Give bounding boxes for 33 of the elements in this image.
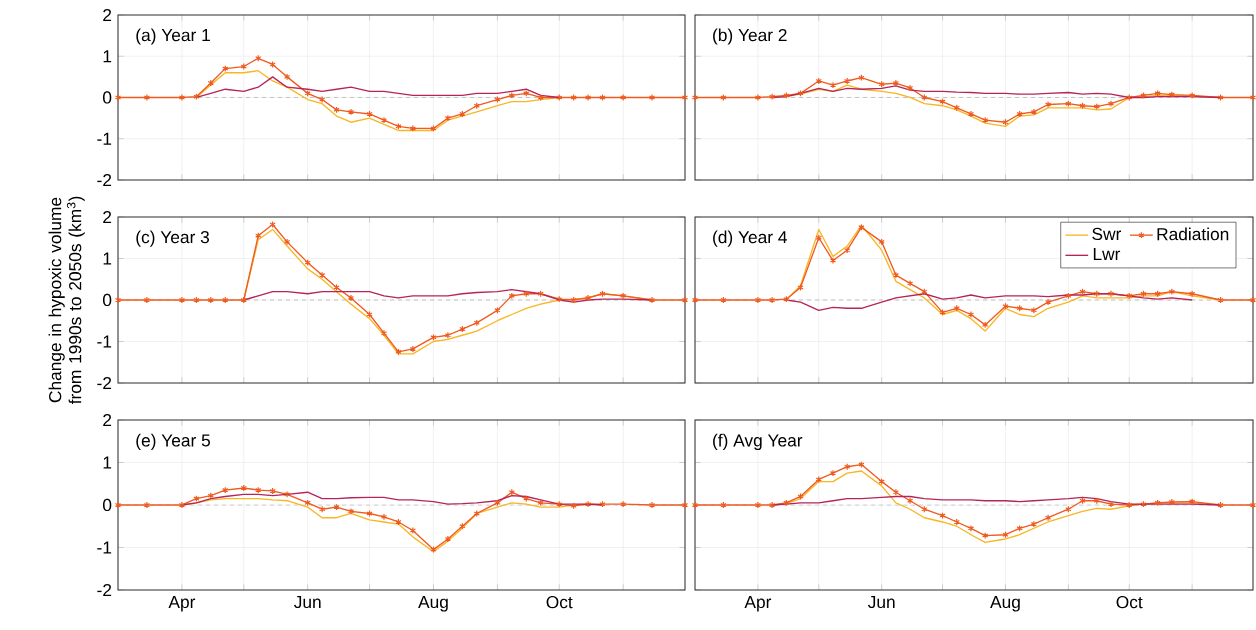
x-tick-label: Aug: [990, 596, 1020, 612]
y-tick-label: -1: [97, 335, 112, 348]
x-tick-label: Aug: [418, 596, 448, 612]
y-tick-label: 1: [103, 50, 112, 63]
x-tick-label: Jun: [294, 596, 321, 609]
y-tick-label: 2: [103, 413, 112, 427]
y-tick-label: 1: [103, 456, 112, 469]
y-tick-label: 0: [103, 498, 112, 512]
y-tick-label: -1: [97, 132, 112, 145]
y-tick-label: -2: [97, 173, 112, 187]
x-tick-label: Jun: [867, 596, 895, 609]
x-tick-label: Apr: [168, 596, 196, 612]
legend-label: Radiation: [1157, 227, 1229, 241]
y-tick-label: 2: [103, 210, 112, 224]
y-axis-title: Change in hypoxic volume from 1990s to 2050s (km$^{3}$): [48, 196, 85, 405]
text: (d) Year 4: [713, 230, 787, 247]
legend-label: Lwr: [1093, 248, 1121, 260]
text: (c) Year 3: [136, 230, 210, 247]
y-tick-label: -2: [97, 583, 112, 597]
y-tick-label: 0: [102, 293, 112, 307]
y-tick-label: -1: [97, 541, 112, 554]
text: (b) Year 2: [713, 28, 787, 45]
text: (a) Year 1: [136, 28, 210, 45]
legend-label: Swr: [1092, 227, 1122, 241]
x-tick-label: Oct: [546, 596, 573, 609]
x-tick-label: Oct: [1116, 596, 1143, 609]
y-tick-label: 0: [103, 91, 112, 104]
x-tick-label: Apr: [744, 596, 772, 612]
text: (f) Avg Year: [713, 433, 803, 451]
y-tick-label: -2: [97, 376, 112, 390]
text: (e) Year 5: [136, 433, 211, 451]
y-tick-label: 1: [103, 252, 112, 265]
y-tick-label: 2: [103, 8, 112, 22]
